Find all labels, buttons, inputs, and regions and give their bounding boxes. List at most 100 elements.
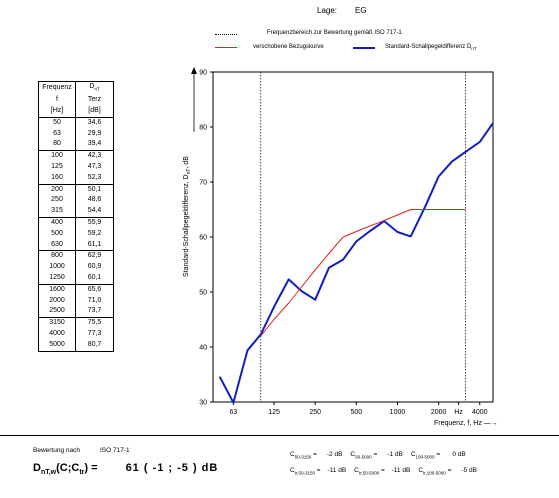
table-row: 2500 73,7 xyxy=(38,306,114,318)
c-term: Ctr,50-3150 = -11 dB xyxy=(290,467,347,476)
cell-dnt: 29,9 xyxy=(75,128,114,140)
cell-dnt: 54,4 xyxy=(75,206,114,218)
rating-standard: Bewertung nach ISO 717-1 xyxy=(33,447,130,454)
c-term: C50-5000 = -1 dB xyxy=(350,451,403,460)
divider xyxy=(0,435,559,436)
legend-ref-label: verschobene Bezugskurve xyxy=(253,44,324,50)
chart-legend: Frequenzbereich zur Bewertung gemäß ISO … xyxy=(213,30,513,54)
cell-dnt: 73,7 xyxy=(75,306,114,318)
table-row: 1250 60,1 xyxy=(38,272,114,285)
cell-dnt: 48,6 xyxy=(75,195,114,207)
legend-range-label: Frequenzbereich zur Bewertung gemäß ISO … xyxy=(267,30,402,36)
legend-meas-swatch xyxy=(353,47,375,49)
x-tick-label: 2000 xyxy=(431,409,447,416)
table-row: 125 47,3 xyxy=(38,161,114,173)
cell-dnt: 47,3 xyxy=(75,161,114,173)
table-row: 50 34,6 xyxy=(38,116,114,129)
cell-dnt: 65,6 xyxy=(75,283,114,296)
x-tick-label: 1000 xyxy=(390,409,406,416)
cell-frequency: 2000 xyxy=(38,295,76,307)
spectrum-terms-row: C50-3150 = -2 dB C50-5000 = -1 dB C100-500… xyxy=(290,451,474,459)
y-tick-label: 60 xyxy=(199,235,207,242)
cell-frequency: 2500 xyxy=(38,306,76,318)
header-dnt: DnT xyxy=(75,81,114,96)
cell-dnt: 50,1 xyxy=(75,183,114,196)
cell-dnt: 55,9 xyxy=(75,216,114,229)
location-label: Lage: xyxy=(317,6,338,15)
cell-frequency: 250 xyxy=(38,195,76,207)
x-axis-label: Frequenz, f, Hz —→ xyxy=(434,420,498,427)
table-row: 500 59,2 xyxy=(38,228,114,240)
legend-range-swatch xyxy=(215,34,237,35)
cell-frequency: 5000 xyxy=(38,339,76,352)
y-tick-label: 80 xyxy=(199,125,207,132)
cell-dnt: 80,7 xyxy=(75,339,114,352)
y-axis-label: Standard-Schallpegeldifferenz, DnT, dB xyxy=(183,156,192,277)
c-term: Ctr,100-5000 = -5 dB xyxy=(418,467,477,476)
cell-dnt: 75,5 xyxy=(75,317,114,329)
header-hz: [Hz] xyxy=(38,105,76,118)
cell-frequency: 400 xyxy=(38,216,76,229)
table-row: 2000 71,0 xyxy=(38,295,114,307)
table-row: 80 39,4 xyxy=(38,139,114,151)
cell-frequency: 50 xyxy=(38,116,76,129)
series-measured-line xyxy=(218,122,494,404)
data-table: Frequenz DnT f Terz [Hz] [dB] 50 34,6 63 29… xyxy=(38,81,114,352)
cell-dnt: 77,3 xyxy=(75,328,114,340)
y-axis-arrowhead xyxy=(191,67,197,74)
cell-dnt: 60,1 xyxy=(75,272,114,285)
y-tick-label: 70 xyxy=(199,180,207,187)
cell-frequency: 63 xyxy=(38,128,76,140)
cell-frequency: 125 xyxy=(38,161,76,173)
cell-dnt: 62,9 xyxy=(75,250,114,263)
axes: 30 40 50 60 70 80 90 63 125 250 500 1000 2000 Hz 4000 xyxy=(191,67,494,416)
traffic-terms-row: Ctr,50-3150 = -11 dB Ctr,50-5000 = -11 dB… xyxy=(290,467,485,475)
table-row: 63 29,9 xyxy=(38,128,114,140)
cell-frequency: 500 xyxy=(38,228,76,240)
header-frequency: Frequenz xyxy=(38,81,76,96)
table-row: 5000 80,7 xyxy=(38,339,114,352)
header-db: [dB] xyxy=(75,105,114,118)
cell-dnt: 61,1 xyxy=(75,239,114,251)
table-row: 100 42,3 xyxy=(38,150,114,162)
x-tick-label: Hz xyxy=(454,409,463,416)
legend-meas-label: Standard-Schallpegeldifferenz DnT xyxy=(385,44,477,52)
header-f: f xyxy=(38,95,76,106)
x-tick-label: 125 xyxy=(268,409,280,416)
plot-frame xyxy=(212,71,494,403)
cell-dnt: 60,9 xyxy=(75,262,114,273)
legend-ref-swatch xyxy=(215,47,237,48)
weighted-result: DnT,w(C;Ctr) = 61 ( -1 ; -5 ) dB xyxy=(33,462,219,477)
marks xyxy=(218,122,494,404)
cell-dnt: 34,6 xyxy=(75,116,114,129)
header-terz: Terz xyxy=(75,95,114,106)
weighted-value: 61 ( -1 ; -5 ) dB xyxy=(125,462,219,474)
y-tick-label: 90 xyxy=(199,70,207,77)
series-reference-line xyxy=(260,209,466,337)
cell-frequency: 100 xyxy=(38,150,76,162)
cell-frequency: 200 xyxy=(38,183,76,196)
cell-dnt: 52,3 xyxy=(75,172,114,185)
location-line: Lage: EG xyxy=(317,6,385,15)
table-row: 1000 60,9 xyxy=(38,262,114,273)
table-row: 200 50,1 xyxy=(38,183,114,196)
cell-dnt: 39,4 xyxy=(75,139,114,151)
x-tick-label: 63 xyxy=(229,409,237,416)
table-row: 400 55,9 xyxy=(38,216,114,229)
table-row: 1600 65,6 xyxy=(38,283,114,296)
cell-frequency: 4000 xyxy=(38,328,76,340)
table-row: 630 61,1 xyxy=(38,239,114,251)
x-tick-label: 4000 xyxy=(472,409,488,416)
location-value: EG xyxy=(355,6,367,15)
table-row: 315 54,4 xyxy=(38,206,114,218)
c-term: C50-3150 = -2 dB xyxy=(290,451,343,460)
cell-dnt: 59,2 xyxy=(75,228,114,240)
x-tick-label: 500 xyxy=(350,409,362,416)
c-term: Ctr,50-5000 = -11 dB xyxy=(354,467,411,476)
c-term: C100-5000 = 0 dB xyxy=(410,451,466,460)
y-tick-label: 30 xyxy=(199,400,207,407)
y-tick-label: 40 xyxy=(199,345,207,352)
y-tick-label: 50 xyxy=(199,290,207,297)
table-row: 160 52,3 xyxy=(38,172,114,185)
